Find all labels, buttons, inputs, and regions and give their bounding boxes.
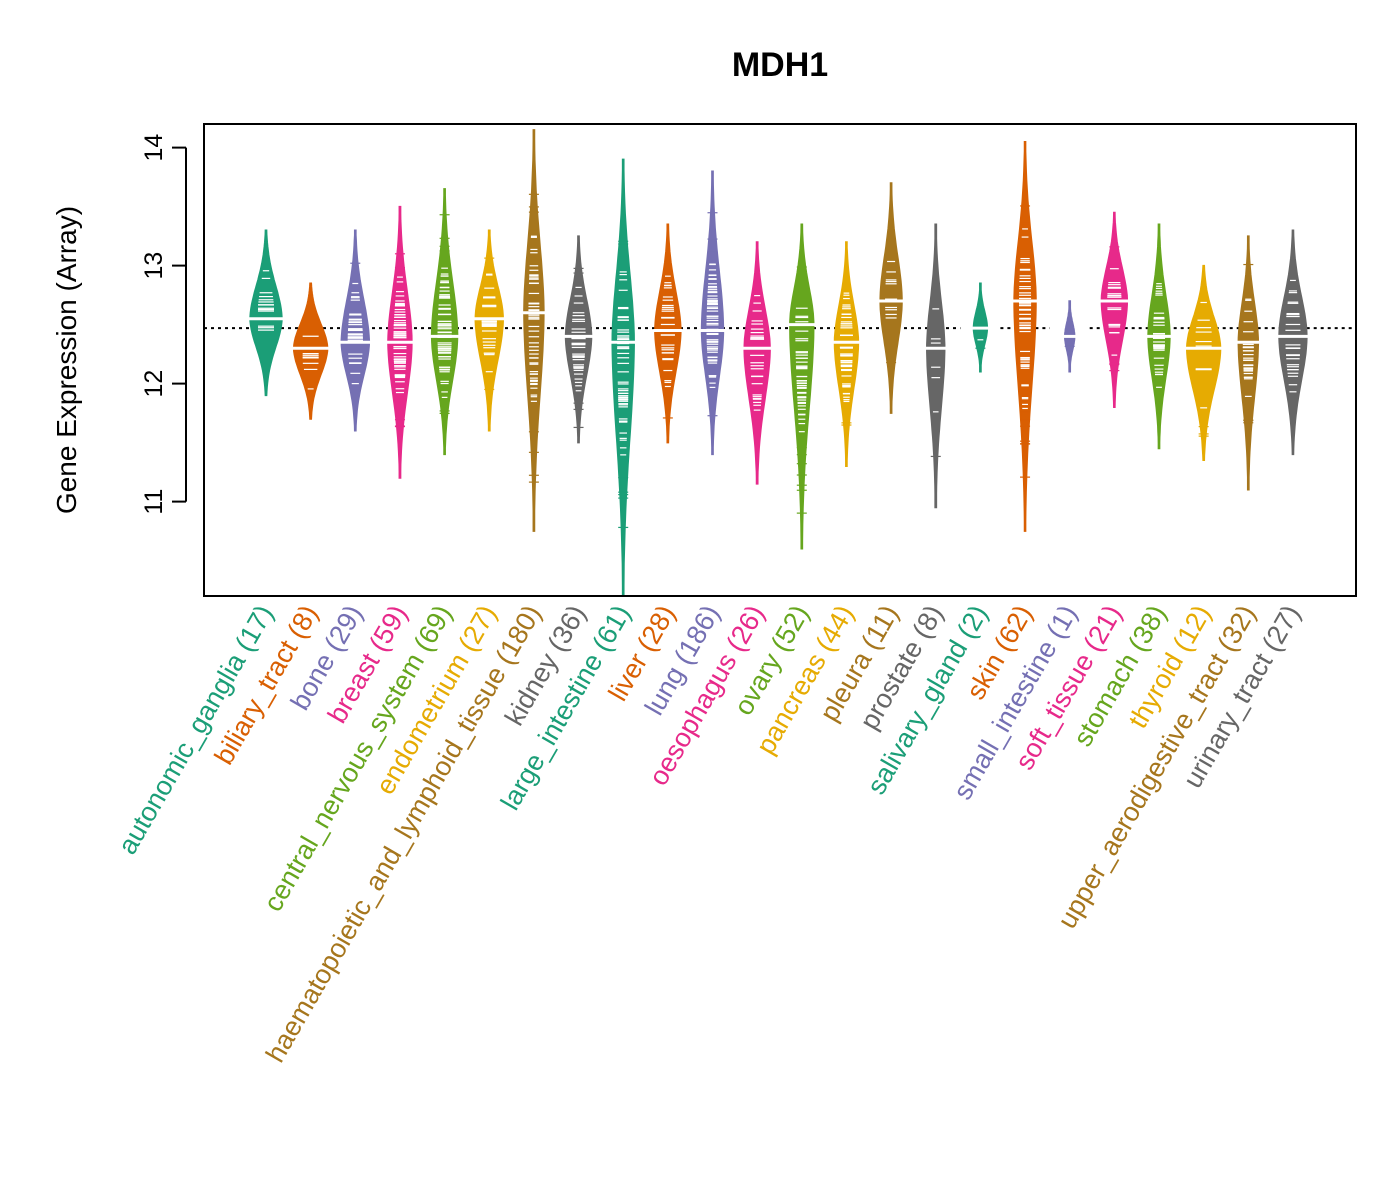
- bean-thyroid: [1185, 264, 1222, 462]
- bean-shape: [700, 170, 725, 456]
- x-axis-labels: autonomic_ganglia (17)biliary_tract (8)b…: [112, 600, 1306, 1067]
- y-tick-label: 11: [140, 489, 168, 515]
- bean-small_intestine: [1062, 300, 1077, 373]
- bean-breast: [386, 205, 414, 479]
- bean-shape: [523, 129, 545, 532]
- bean-endometrium: [473, 229, 505, 432]
- bean-stomach: [1146, 223, 1172, 450]
- bean-shape: [611, 158, 635, 597]
- bean-haematopoietic_and_lymphoid_tissue: [522, 129, 546, 532]
- bean-urinary_tract: [1277, 229, 1309, 456]
- bean-shape: [564, 235, 593, 444]
- bean-shape: [1278, 229, 1308, 456]
- bean-shape: [1185, 264, 1222, 462]
- y-tick-label: 14: [140, 134, 168, 162]
- bean-shape: [1013, 140, 1037, 532]
- bean-soft_tissue: [1100, 211, 1129, 408]
- y-tick-label: 12: [140, 370, 168, 398]
- bean-shape: [292, 282, 329, 420]
- bean-shape: [1237, 235, 1260, 491]
- bean-oesophagus: [742, 241, 772, 485]
- bean-skin: [1012, 140, 1038, 532]
- bean-upper_aerodigestive_tract: [1236, 235, 1260, 491]
- chart-title: MDH1: [732, 46, 828, 84]
- bean-shape: [926, 223, 946, 509]
- bean-liver: [653, 223, 683, 444]
- bean-pleura: [878, 182, 904, 414]
- bean-shape: [249, 229, 283, 397]
- bean-bone: [340, 229, 371, 432]
- bean-shape: [879, 182, 903, 414]
- bean-biliary_tract: [292, 282, 329, 420]
- beans-group: [248, 129, 1309, 597]
- bean-ovary: [788, 223, 816, 550]
- plot-frame: [203, 123, 1357, 597]
- bean-pancreas: [833, 241, 860, 467]
- bean-central_nervous_system: [430, 188, 459, 456]
- y-axis-label: Gene Expression (Array): [51, 206, 82, 514]
- bean-shape: [789, 223, 815, 550]
- bean-prostate: [925, 223, 947, 509]
- bean-shape: [654, 223, 682, 444]
- y-axis: 11 12 13 14: [140, 134, 187, 515]
- bean-large_intestine: [610, 158, 636, 597]
- bean-lung: [700, 170, 725, 456]
- bean-kidney: [564, 235, 593, 444]
- y-tick-label: 13: [140, 252, 168, 280]
- bean-autonomic_ganglia: [248, 229, 284, 397]
- bean-salivary_gland: [971, 282, 990, 373]
